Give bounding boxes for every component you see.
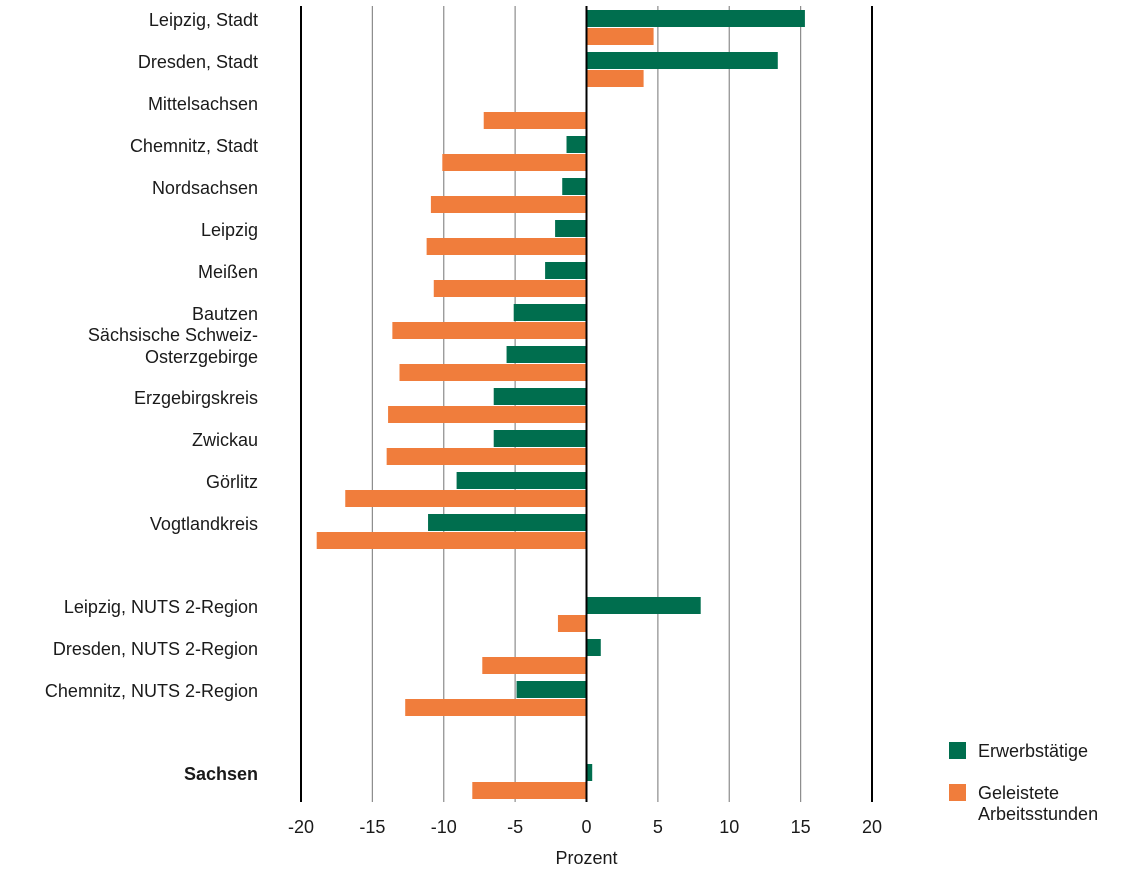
bar-arbeitsstunden-5 [427, 238, 587, 255]
x-tick-labels: -20 -15 -10 -5 0 5 10 15 20 [288, 817, 882, 837]
category-label-14: Dresden, NUTS 2-Region [53, 639, 258, 659]
bars [317, 10, 805, 799]
bar-erwerbstaetige-5 [555, 220, 586, 237]
category-label-1: Dresden, Stadt [138, 52, 258, 72]
bar-erwerbstaetige-6 [545, 262, 586, 279]
x-axis-title: Prozent [555, 848, 617, 868]
bar-erwerbstaetige-13 [587, 597, 701, 614]
bar-arbeitsstunden-15 [405, 699, 586, 716]
bar-arbeitsstunden-11 [345, 490, 586, 507]
bar-arbeitsstunden-12 [317, 532, 587, 549]
category-label-13: Leipzig, NUTS 2-Region [64, 597, 258, 617]
bar-erwerbstaetige-0 [587, 10, 805, 27]
bar-arbeitsstunden-7 [392, 322, 586, 339]
category-label-0: Leipzig, Stadt [149, 10, 258, 30]
bar-arbeitsstunden-0 [587, 28, 654, 45]
x-tick-label-0: -20 [288, 817, 314, 837]
bar-arbeitsstunden-13 [558, 615, 587, 632]
bar-arbeitsstunden-3 [442, 154, 586, 171]
bar-erwerbstaetige-7 [514, 304, 587, 321]
legend-label-1: Geleistete Arbeitsstunden [978, 783, 1098, 824]
bar-arbeitsstunden-1 [587, 70, 644, 87]
bar-arbeitsstunden-2 [484, 112, 587, 129]
category-label-4: Nordsachsen [152, 178, 258, 198]
category-label-6: Meißen [198, 262, 258, 282]
bar-erwerbstaetige-11 [457, 472, 587, 489]
bar-erwerbstaetige-4 [562, 178, 586, 195]
bar-arbeitsstunden-4 [431, 196, 587, 213]
x-tick-label-1: -15 [359, 817, 385, 837]
x-tick-label-2: -10 [431, 817, 457, 837]
bar-arbeitsstunden-8 [399, 364, 586, 381]
category-labels: Leipzig, Stadt Dresden, Stadt Mittelsachse… [45, 10, 258, 784]
bar-arbeitsstunden-14 [482, 657, 586, 674]
category-label-5: Leipzig [201, 220, 258, 240]
x-tick-label-7: 15 [791, 817, 811, 837]
category-label-16: Sachsen [184, 764, 258, 784]
category-label-10: Zwickau [192, 430, 258, 450]
bar-erwerbstaetige-12 [428, 514, 586, 531]
category-label-11: Görlitz [206, 472, 258, 492]
legend-label-0: Erwerbstätige [978, 741, 1088, 761]
bar-erwerbstaetige-14 [587, 639, 601, 656]
legend-swatch-1 [949, 784, 966, 801]
bar-erwerbstaetige-1 [587, 52, 778, 69]
legend: Erwerbstätige Geleistete Arbeitsstunden [949, 741, 1098, 824]
category-label-9: Erzgebirgskreis [134, 388, 258, 408]
bar-erwerbstaetige-3 [567, 136, 587, 153]
x-tick-label-3: -5 [507, 817, 523, 837]
category-label-2: Mittelsachsen [148, 94, 258, 114]
legend-swatch-0 [949, 742, 966, 759]
category-label-15: Chemnitz, NUTS 2-Region [45, 681, 258, 701]
bar-arbeitsstunden-6 [434, 280, 587, 297]
bar-arbeitsstunden-10 [387, 448, 587, 465]
category-label-7: Bautzen [192, 304, 258, 324]
bar-arbeitsstunden-16 [472, 782, 586, 799]
category-label-3: Chemnitz, Stadt [130, 136, 258, 156]
category-label-12: Vogtlandkreis [150, 514, 258, 534]
x-tick-label-8: 20 [862, 817, 882, 837]
bar-erwerbstaetige-8 [507, 346, 587, 363]
category-label-8: Sächsische Schweiz-Osterzgebirge [88, 325, 258, 367]
x-tick-label-4: 0 [581, 817, 591, 837]
x-tick-label-6: 10 [719, 817, 739, 837]
bar-erwerbstaetige-10 [494, 430, 587, 447]
x-tick-label-5: 5 [653, 817, 663, 837]
bar-arbeitsstunden-9 [388, 406, 586, 423]
bar-erwerbstaetige-9 [494, 388, 587, 405]
bar-erwerbstaetige-15 [517, 681, 587, 698]
